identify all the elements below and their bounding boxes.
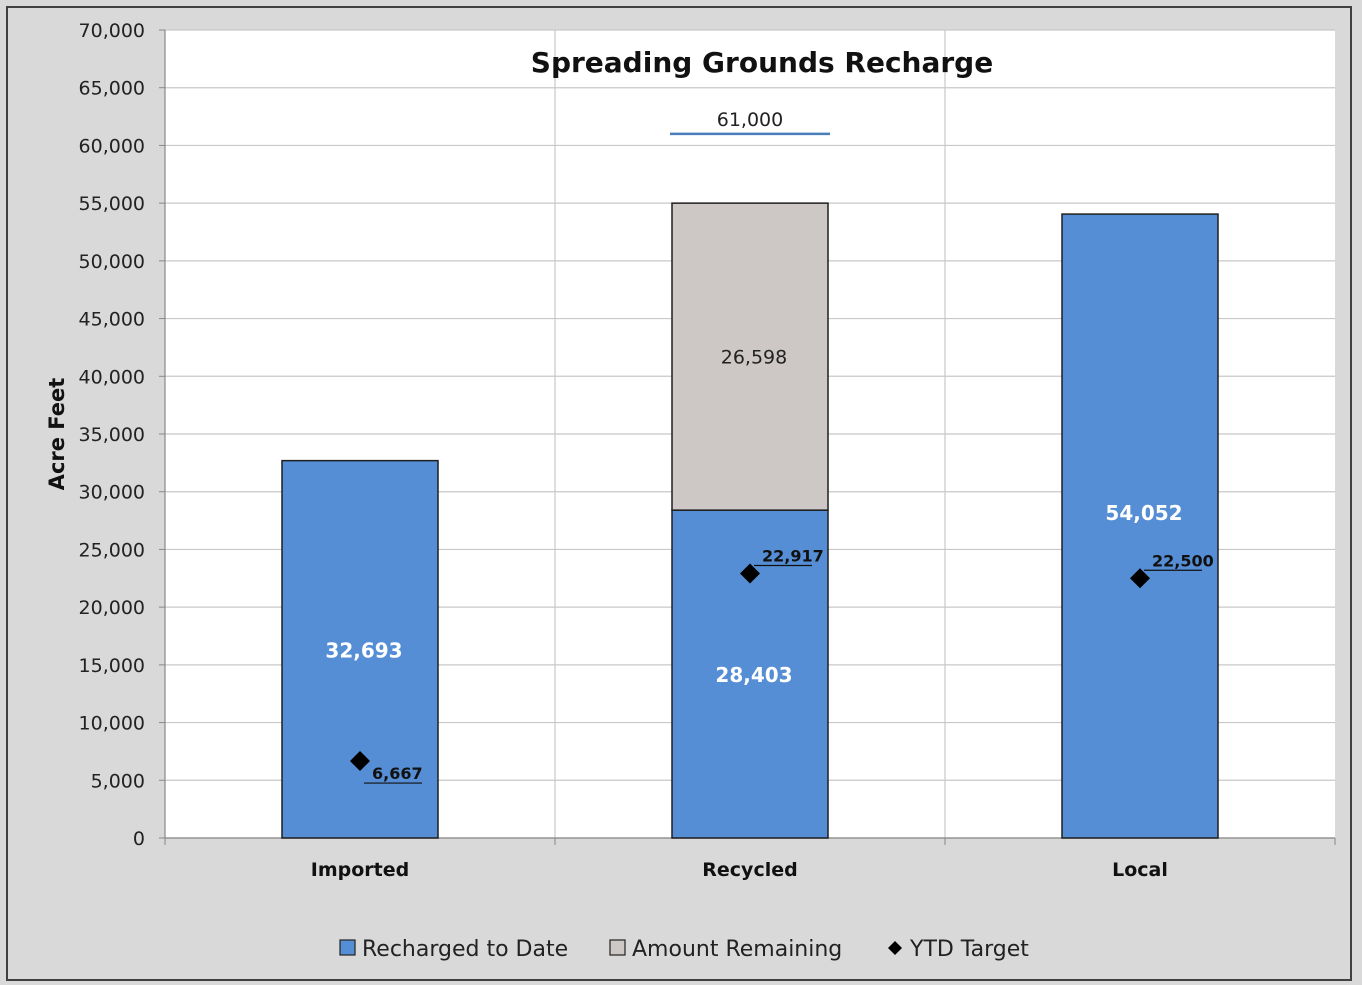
legend-swatch — [339, 939, 356, 956]
goal-line-label: 61,000 — [717, 109, 783, 131]
ytd-target-marker — [1130, 568, 1150, 589]
y-tick-label: 45,000 — [79, 309, 145, 331]
legend-label: YTD Target — [909, 937, 1029, 962]
y-tick-label: 55,000 — [79, 193, 145, 215]
x-category-label: Local — [1112, 859, 1168, 881]
y-tick-label: 60,000 — [79, 135, 145, 157]
legend-label: Recharged to Date — [362, 937, 568, 962]
y-tick-label: 20,000 — [79, 597, 145, 619]
data-label: 54,052 — [1105, 501, 1182, 525]
legend-label: Amount Remaining — [632, 937, 842, 962]
x-category-label: Recycled — [702, 859, 797, 881]
y-tick-label: 0 — [133, 828, 145, 850]
data-label: 28,403 — [715, 663, 792, 687]
legend: Recharged to Date Amount Remaining YTD Tar… — [339, 937, 1029, 962]
data-label: 32,693 — [325, 638, 402, 662]
bar-recycled-amount-remaining — [671, 202, 829, 511]
y-axis-label: Acre Feet — [45, 378, 69, 491]
y-tick-label: 35,000 — [79, 424, 145, 446]
y-tick-label: 65,000 — [79, 78, 145, 100]
label-layer: 32,693 28,403 26,598 54,052 6,667 22,917 22,50… — [325, 109, 1214, 784]
x-category-label: Imported — [311, 859, 409, 881]
chart-title: Spreading Grounds Recharge — [531, 46, 993, 79]
bar-layer — [281, 202, 1219, 839]
y-tick-label: 25,000 — [79, 539, 145, 561]
bar-local-recharged-to-date — [1061, 213, 1219, 839]
ytd-target-marker — [740, 563, 760, 584]
y-tick-label: 30,000 — [79, 482, 145, 504]
bar-imported-recharged-to-date — [281, 459, 439, 839]
y-tick-label: 10,000 — [79, 713, 145, 735]
ytd-target-marker — [350, 751, 370, 772]
y-tick-label: 15,000 — [79, 655, 145, 677]
legend-swatch-diamond — [888, 941, 902, 955]
y-tick-label: 50,000 — [79, 251, 145, 273]
y-tick-label: 70,000 — [79, 20, 145, 42]
ytd-target-label: 22,917 — [762, 546, 824, 565]
y-tick-label: 40,000 — [79, 366, 145, 388]
marker-layer — [350, 563, 1150, 772]
data-label: 26,598 — [721, 347, 787, 369]
y-tick-label: 5,000 — [91, 770, 145, 792]
legend-swatch — [609, 939, 626, 956]
ytd-target-label: 6,667 — [372, 764, 423, 783]
ytd-target-label: 22,500 — [1152, 551, 1214, 570]
